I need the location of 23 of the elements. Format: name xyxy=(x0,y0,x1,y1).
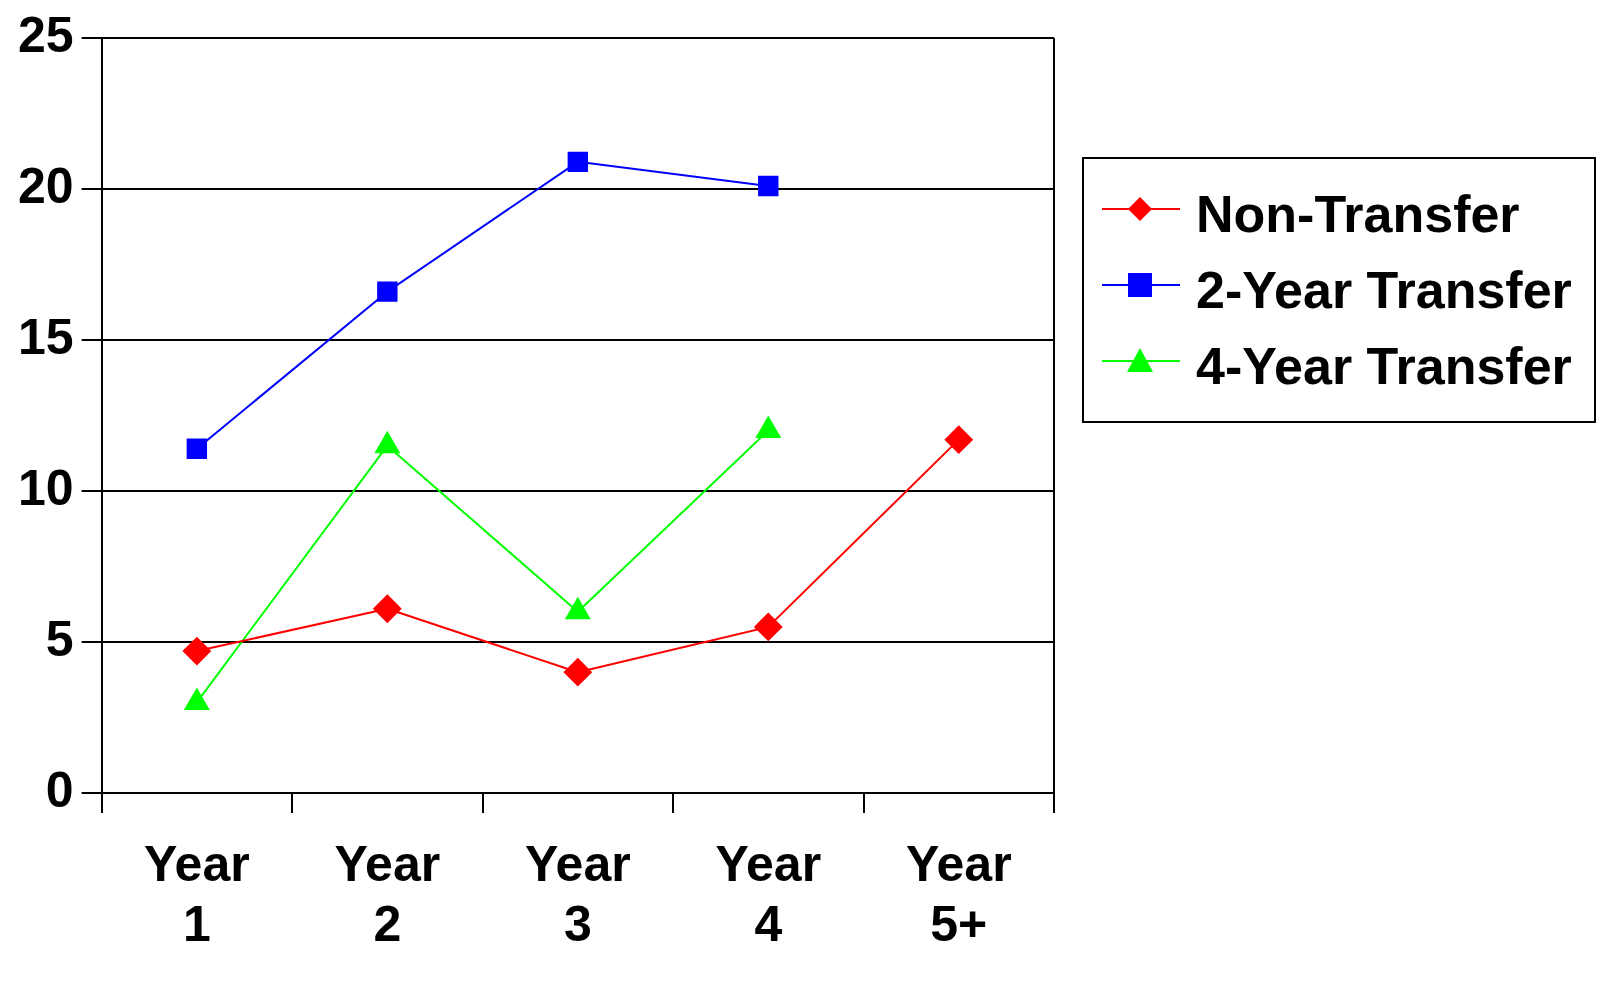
y-tick-label: 0 xyxy=(45,761,74,818)
point xyxy=(186,438,208,459)
point xyxy=(758,175,779,197)
y-tick-label: 10 xyxy=(17,459,74,516)
y-tick-label: 25 xyxy=(17,6,74,63)
y-tick-label: 15 xyxy=(17,308,74,365)
x-tick-label: Year 4 xyxy=(715,835,822,952)
y-tick-label: 20 xyxy=(17,157,74,214)
point xyxy=(567,151,588,173)
y-tick-label: 5 xyxy=(45,610,74,667)
point xyxy=(944,425,973,454)
x-tick-label: Year 2 xyxy=(334,835,441,952)
x-tick-label: Year 3 xyxy=(524,835,631,952)
point xyxy=(377,281,398,302)
point xyxy=(563,658,592,687)
legend-label: 4-Year Transfer xyxy=(1196,336,1572,397)
x-tick-label: Year 1 xyxy=(144,835,250,952)
legend-label: 2-Year Transfer xyxy=(1196,260,1572,321)
point xyxy=(754,612,783,641)
legend-label: Non-Transfer xyxy=(1196,184,1520,245)
point xyxy=(373,594,402,623)
point xyxy=(182,637,211,666)
x-tick-label: Year 5+ xyxy=(905,835,1012,952)
